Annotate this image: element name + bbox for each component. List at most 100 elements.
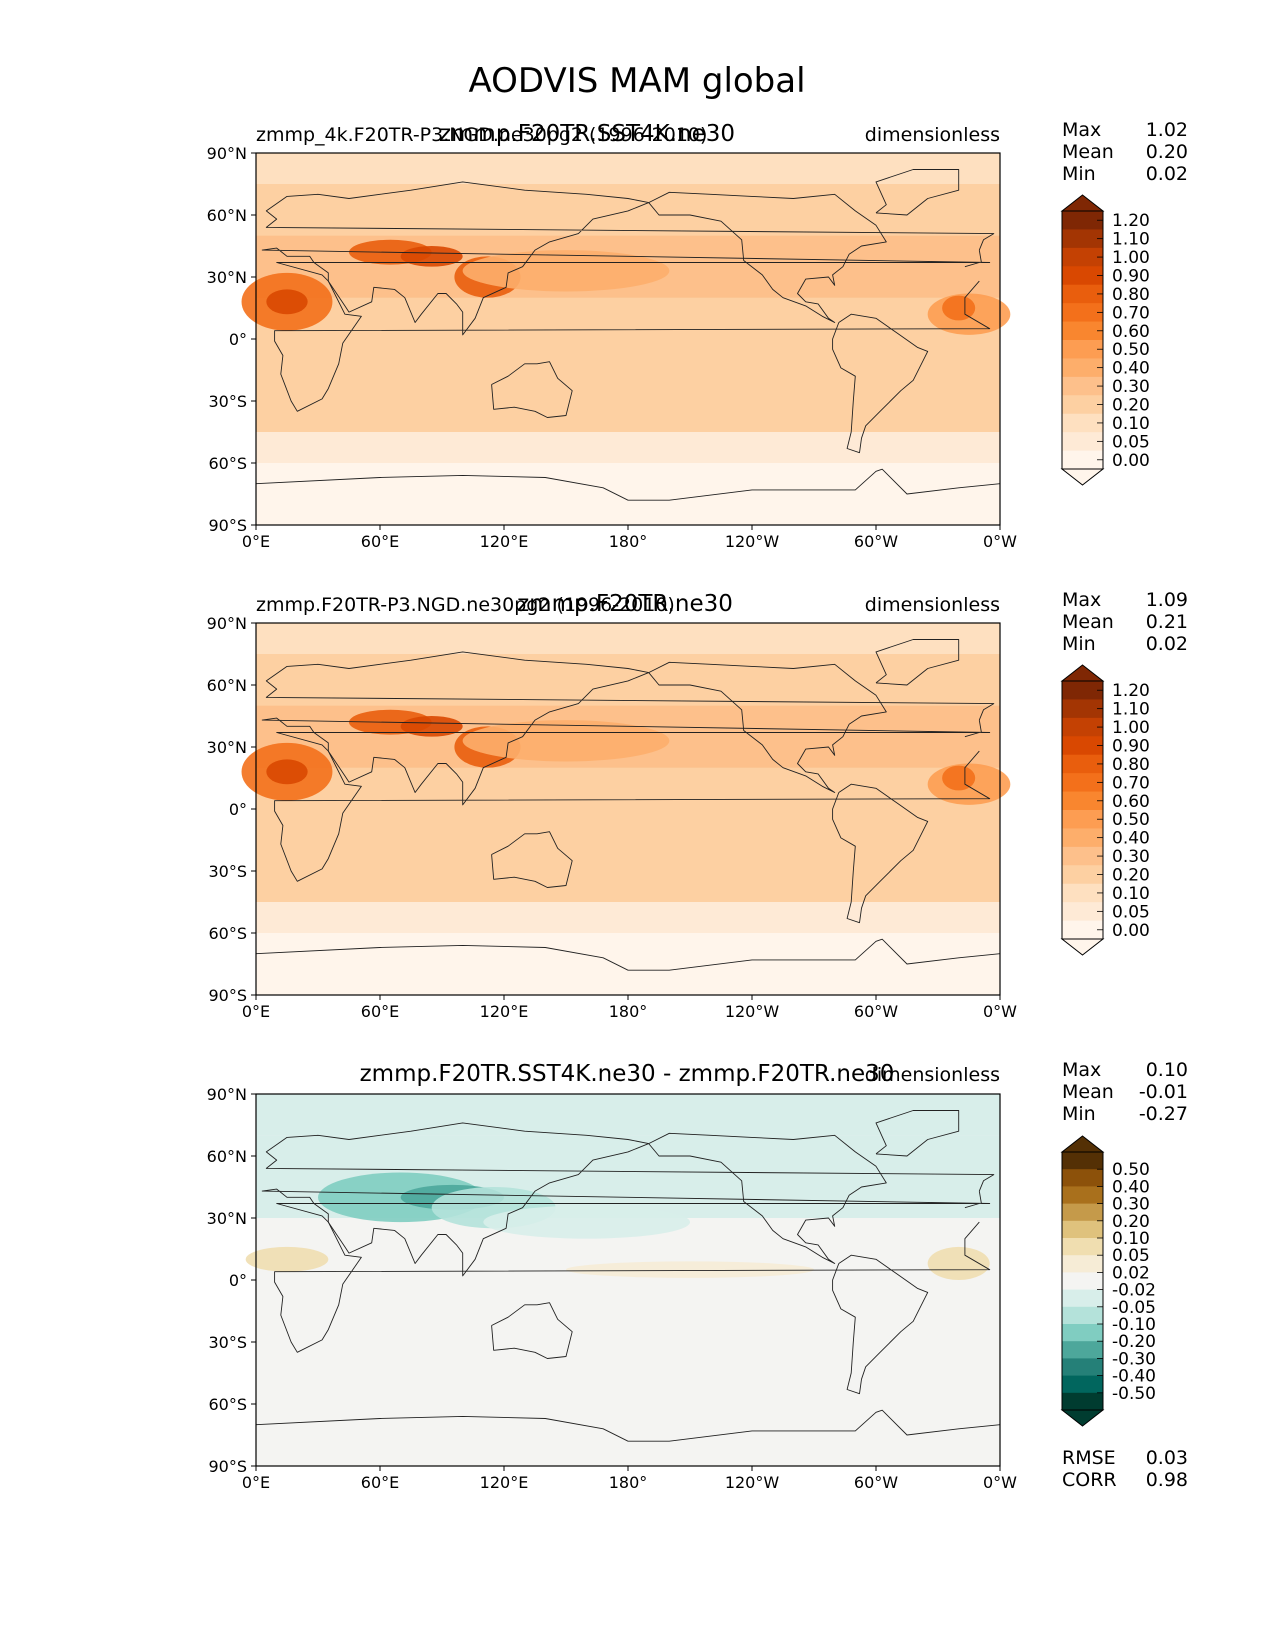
colorbar-label: 0.70 xyxy=(1112,773,1150,793)
colorbar-segment xyxy=(1062,736,1103,756)
field-blob-3 xyxy=(483,1205,690,1239)
x-tick-label: 60°W xyxy=(854,532,898,551)
stat-value: 0.20 xyxy=(1146,141,1188,163)
x-tick-label: 180° xyxy=(609,1002,648,1021)
panel-2: zmmp.F20TR-P3.NGD.ne30pg2 (1996-2010) zm… xyxy=(207,589,1188,1021)
y-tick-label: 60°N xyxy=(207,676,247,695)
panel-1-units: dimensionless xyxy=(865,124,1000,146)
metric-value: 0.03 xyxy=(1146,1447,1188,1469)
y-tick-label: 60°N xyxy=(207,1147,247,1166)
colorbar-segment xyxy=(1062,1341,1103,1359)
x-tick-label: 0°W xyxy=(983,532,1017,551)
field-blob-1 xyxy=(266,759,308,785)
colorbar-segment xyxy=(1062,1152,1103,1170)
colorbar-label: 0.50 xyxy=(1112,810,1150,830)
colorbar-label: -0.05 xyxy=(1112,1298,1156,1318)
stat-label: Min xyxy=(1062,163,1096,185)
x-tick-label: 120°E xyxy=(480,532,529,551)
colorbar-segment xyxy=(1062,1272,1103,1291)
stat-label: Max xyxy=(1062,589,1101,611)
colorbar-segment xyxy=(1062,920,1103,940)
colorbar-segment xyxy=(1062,321,1103,341)
colorbar-segment xyxy=(1062,902,1103,922)
panel-3-metrics: RMSE 0.03 CORR 0.98 xyxy=(1062,1447,1188,1491)
x-tick-label: 60°E xyxy=(361,1002,399,1021)
colorbar-label: 1.10 xyxy=(1112,700,1150,720)
stat-label: Mean xyxy=(1062,611,1114,633)
colorbar-segment xyxy=(1062,791,1103,811)
stat-label: Min xyxy=(1062,1103,1096,1125)
x-tick-label: 60°E xyxy=(361,1473,399,1492)
y-tick-label: 30°S xyxy=(208,392,247,411)
panel-3-colorbar: 0.500.400.300.200.100.050.02-0.02-0.05-0… xyxy=(1060,1135,1156,1427)
colorbar-segment xyxy=(1062,846,1103,866)
coastline-5 xyxy=(875,639,960,686)
colorbar-segment xyxy=(1062,1169,1103,1187)
panel-2-title: zmmp.F20TR.ne30 xyxy=(517,591,733,617)
y-tick-label: 30°S xyxy=(208,862,247,881)
coastline-5 xyxy=(875,169,960,216)
colorbar-segment xyxy=(1062,1324,1103,1342)
panel-2-axes: 0°E 60°E 120°E 180° 120°W 60°W 0°W 90°N 60°N 30°N… xyxy=(207,614,1018,1021)
y-tick-label: 90°S xyxy=(208,986,247,1005)
x-tick-label: 0°E xyxy=(242,1002,270,1021)
x-tick-label: 120°W xyxy=(725,532,780,551)
colorbar-segment xyxy=(1062,1358,1103,1377)
field-blob-4 xyxy=(245,1246,329,1272)
coastline-6 xyxy=(255,468,1001,501)
colorbar-segment xyxy=(1062,266,1103,286)
colorbar-segment xyxy=(1062,1186,1103,1205)
y-tick-label: 90°S xyxy=(208,1457,247,1476)
coastline-2 xyxy=(491,831,573,888)
colorbar-extend-top xyxy=(1060,664,1105,682)
panel-2-units: dimensionless xyxy=(865,594,1000,616)
coastline-2 xyxy=(491,361,573,418)
colorbar-label: -0.10 xyxy=(1112,1315,1156,1335)
colorbar-label: 0.80 xyxy=(1112,755,1150,775)
colorbar-segment xyxy=(1062,883,1103,903)
panel-2-stats: Max 1.09 Mean 0.21 Min 0.02 xyxy=(1062,589,1188,655)
colorbar-label: 0.05 xyxy=(1112,432,1150,452)
y-tick-label: 90°N xyxy=(207,614,247,633)
stat-value: 0.02 xyxy=(1146,163,1188,185)
colorbar-segment xyxy=(1062,376,1103,396)
colorbar-label: 0.30 xyxy=(1112,847,1150,867)
x-tick-label: 0°W xyxy=(983,1473,1017,1492)
field-blob-6 xyxy=(566,1261,814,1278)
colorbar-label: 0.90 xyxy=(1112,737,1150,757)
field-blob-3 xyxy=(400,716,463,737)
colorbar-label: 0.30 xyxy=(1112,1195,1150,1215)
coastline-0 xyxy=(274,262,991,412)
panel-1-map xyxy=(241,153,1011,525)
y-tick-label: 90°S xyxy=(208,516,247,535)
field-band-0 xyxy=(256,1094,1000,1136)
colorbar-segment xyxy=(1062,699,1103,719)
coastline-4 xyxy=(832,1254,929,1395)
x-tick-label: 0°W xyxy=(983,1002,1017,1021)
colorbar-segment xyxy=(1062,1255,1103,1273)
colorbar-label: 0.10 xyxy=(1112,414,1150,434)
panel-1-axes: 0°E 60°E 120°E 180° 120°W 60°W 0°W 90°N 60°N 30°N… xyxy=(207,144,1018,551)
panel-1-title: zmmp.F20TR.SST4K.ne30 xyxy=(439,121,735,147)
stat-value: 0.02 xyxy=(1146,633,1188,655)
colorbar-extend-bottom xyxy=(1060,1409,1105,1427)
colorbar-segment xyxy=(1062,1203,1103,1222)
coastline-2 xyxy=(491,1302,573,1359)
colorbar-segment xyxy=(1062,1289,1103,1308)
panel-3-units: dimensionless xyxy=(865,1064,1000,1086)
colorbar-segment xyxy=(1062,865,1103,885)
colorbar-segment xyxy=(1062,1375,1103,1394)
y-tick-label: 90°N xyxy=(207,1085,247,1104)
colorbar-label: 0.00 xyxy=(1112,451,1150,471)
colorbar-label: 0.50 xyxy=(1112,1160,1150,1180)
field-blob-5 xyxy=(927,1246,990,1280)
stat-value: 1.09 xyxy=(1146,589,1188,611)
panel-3-map xyxy=(245,1094,1001,1466)
panel-2-colorbar: 1.201.101.000.900.800.700.600.500.400.30… xyxy=(1060,664,1150,956)
colorbar-label: 0.20 xyxy=(1112,396,1150,416)
field-blob-7 xyxy=(942,295,976,321)
x-tick-label: 120°W xyxy=(725,1473,780,1492)
x-tick-label: 0°E xyxy=(242,1473,270,1492)
figure-title: AODVIS MAM global xyxy=(468,61,805,101)
colorbar-label: 0.10 xyxy=(1112,884,1150,904)
